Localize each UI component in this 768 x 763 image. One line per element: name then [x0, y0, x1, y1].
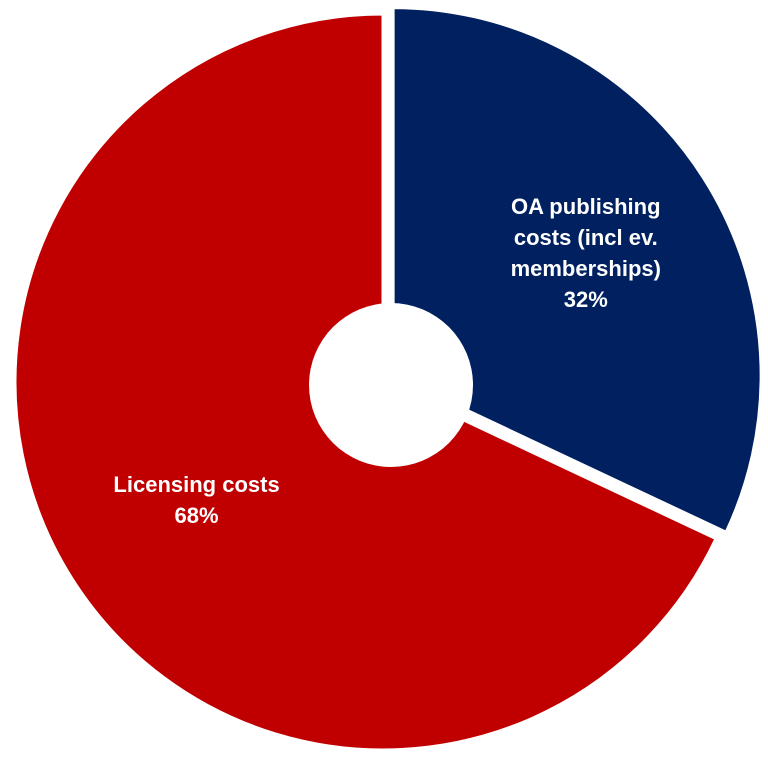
slice-name: Licensing costs — [113, 472, 280, 498]
slice-label: Licensing costs 68% — [102, 469, 292, 531]
pie-slice — [391, 6, 763, 535]
slice-label: OA publishing costs (incl ev. membership… — [491, 191, 681, 315]
donut-hole — [309, 303, 473, 467]
slice-name: OA publishing costs (incl ev. membership… — [510, 194, 661, 282]
slice-value: 68% — [174, 503, 219, 529]
slice-value: 32% — [563, 287, 608, 313]
